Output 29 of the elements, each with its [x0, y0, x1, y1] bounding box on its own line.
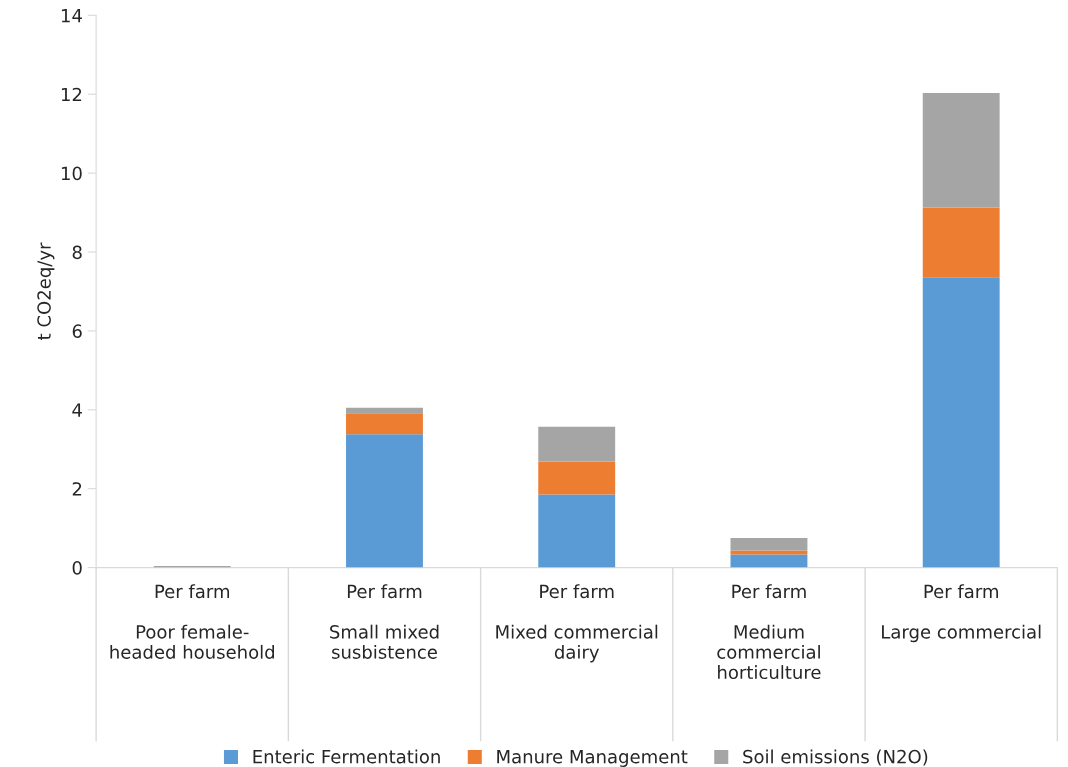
bar: [730, 554, 808, 568]
y-tick-label: 6: [72, 324, 82, 339]
y-tick-label: 12: [61, 87, 82, 102]
bar: [538, 461, 616, 495]
category-label: Per farm Poor female- headed household: [110, 584, 274, 659]
bar: [538, 494, 616, 568]
legend-label: Manure Management: [497, 750, 688, 767]
bar: [346, 413, 423, 435]
bar: [922, 277, 1000, 568]
y-tick-label: 0: [72, 561, 82, 575]
bar: [346, 407, 423, 414]
y-tick-label: 14: [61, 9, 82, 23]
y-tick-label: 2: [72, 482, 82, 496]
bar: [730, 550, 808, 555]
y-tick-label: 8: [72, 245, 82, 260]
legend-label: Enteric Fermentation: [253, 749, 440, 764]
bar: [730, 538, 808, 551]
y-tick-label: 10: [61, 166, 82, 181]
y-axis-title: t CO2eq/yr: [37, 242, 55, 340]
category-label: Per farm Mixed commercial dairy: [496, 584, 658, 663]
category-label: Per farm Large commercial: [882, 584, 1041, 643]
category-label: Per farm Medium commercial horticulture: [717, 584, 821, 680]
bar: [538, 426, 616, 462]
bar: [922, 207, 1000, 278]
category-label: Per farm Small mixed susbistence: [330, 584, 439, 659]
bar: [346, 434, 423, 568]
legend-label: Soil emissions (N2O): [743, 749, 928, 766]
bar: [922, 93, 1000, 208]
y-tick-label: 4: [72, 403, 82, 417]
